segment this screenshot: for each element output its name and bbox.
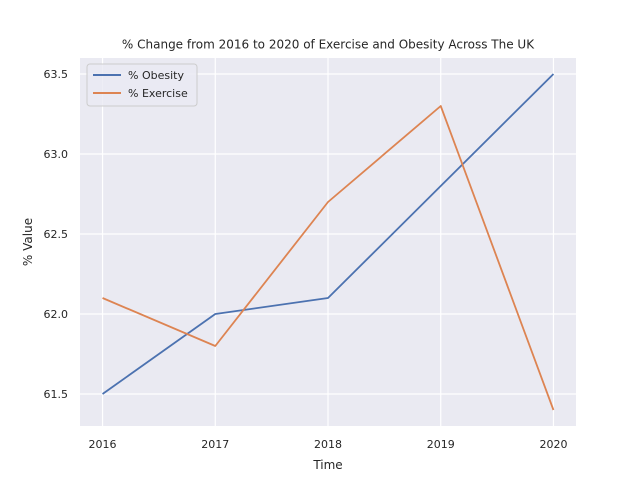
x-tick-label: 2016 — [89, 438, 117, 451]
y-tick-label: 62.5 — [44, 228, 69, 241]
chart-title: % Change from 2016 to 2020 of Exercise a… — [122, 38, 535, 52]
y-axis-label: % Value — [21, 218, 35, 266]
legend-label-exercise: % Exercise — [128, 87, 188, 100]
y-tick-label: 63.5 — [44, 68, 69, 81]
legend: % Obesity % Exercise — [87, 64, 197, 106]
y-tick-label: 63.0 — [44, 148, 69, 161]
y-tick-label: 61.5 — [44, 388, 69, 401]
x-tick-label: 2017 — [201, 438, 229, 451]
y-tick-label: 62.0 — [44, 308, 69, 321]
x-tick-label: 2019 — [427, 438, 455, 451]
legend-label-obesity: % Obesity — [128, 69, 184, 82]
x-tick-label: 2020 — [539, 438, 567, 451]
x-tick-label: 2018 — [314, 438, 342, 451]
x-axis-label: Time — [312, 458, 342, 472]
